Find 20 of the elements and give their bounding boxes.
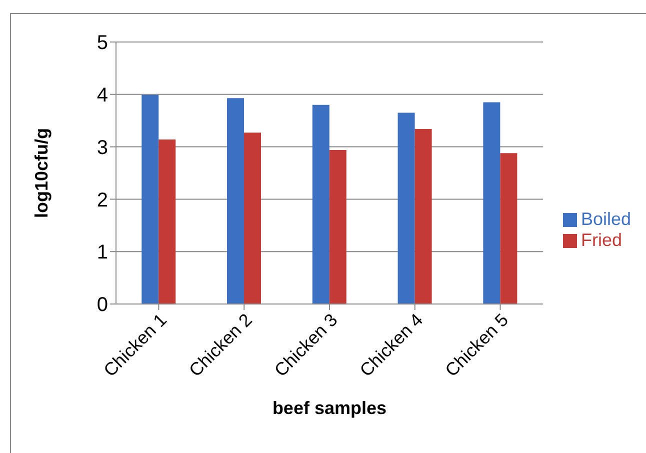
bar (158, 139, 176, 304)
y-tick-label: 5 (96, 32, 108, 54)
bar (312, 104, 330, 304)
bar (500, 153, 518, 304)
y-tick-label: 3 (96, 136, 108, 159)
x-axis-title: beef samples (272, 398, 387, 418)
y-axis-title: log10cfu/g (31, 128, 52, 218)
y-tick-label: 1 (96, 242, 108, 264)
bar (398, 112, 415, 304)
bar (414, 128, 432, 304)
legend-label: Fried (580, 230, 622, 250)
legend-label: Boiled (580, 209, 631, 229)
bar (483, 102, 500, 304)
bar (244, 132, 262, 304)
y-tick-label: 2 (96, 189, 108, 212)
bar (142, 94, 159, 304)
bar (227, 98, 244, 304)
bar (329, 150, 346, 304)
y-tick-label: 0 (96, 294, 108, 316)
y-tick-label: 4 (96, 84, 108, 106)
